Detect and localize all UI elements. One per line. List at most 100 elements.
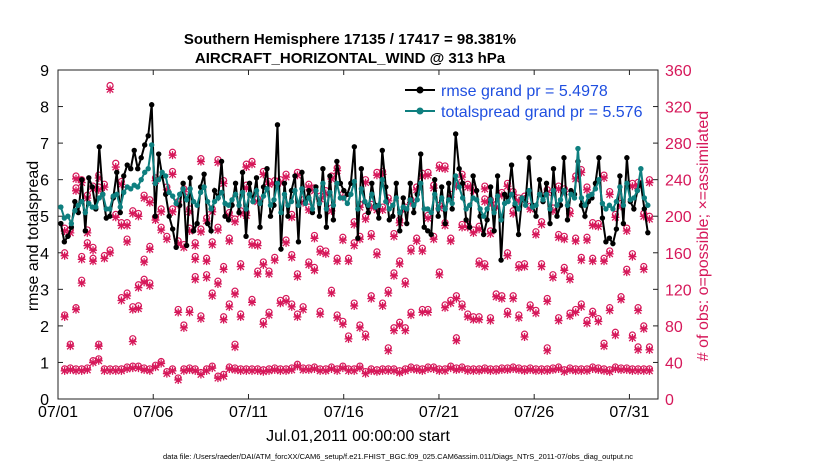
obs-assimilated-marker — [520, 333, 529, 342]
rmse-point — [114, 169, 120, 176]
obs-assimilated-marker — [497, 365, 506, 374]
obs-assimilated-marker — [582, 319, 591, 328]
y-left-tick-label: 5 — [40, 209, 49, 226]
rmse-point — [341, 187, 347, 194]
obs-assimilated-marker — [248, 160, 257, 169]
obs-assimilated-marker — [350, 241, 359, 250]
x-tick-label: 07/31 — [609, 404, 649, 421]
rmse-point — [480, 231, 487, 238]
obs-assimilated-marker — [588, 221, 597, 230]
obs-assimilated-marker — [577, 366, 586, 375]
rmse-point — [526, 155, 532, 161]
totalspread-point — [145, 166, 151, 172]
rmse-point — [274, 122, 281, 128]
obs-assimilated-marker — [60, 227, 69, 236]
obs-assimilated-marker — [634, 345, 643, 354]
rmse-point — [610, 240, 616, 247]
obs-assimilated-marker — [372, 171, 381, 180]
obs-assimilated-marker — [310, 234, 319, 243]
obs-assimilated-marker — [196, 370, 205, 379]
totalspread-point — [229, 197, 235, 203]
obs-assimilated-marker — [299, 365, 308, 374]
obs-assimilated-marker — [395, 321, 404, 330]
totalspread-point — [617, 184, 623, 190]
obs-assimilated-marker — [151, 363, 160, 372]
obs-assimilated-marker — [401, 326, 410, 335]
totalspread-point — [176, 191, 183, 197]
rmse-point — [330, 217, 337, 223]
totalspread-point — [162, 173, 169, 179]
obs-assimilated-marker — [242, 163, 251, 172]
totalspread-point — [641, 195, 648, 201]
obs-assimilated-marker — [548, 273, 557, 282]
obs-assimilated-marker — [276, 299, 285, 308]
rmse-point — [218, 158, 225, 165]
obs-assimilated-marker — [617, 365, 626, 374]
obs-assimilated-marker — [372, 367, 381, 376]
totalspread-point — [365, 202, 372, 208]
totalspread-point — [515, 206, 522, 212]
rmse-point — [494, 173, 501, 179]
obs-assimilated-marker — [628, 333, 637, 342]
x-tick-label: 07/26 — [514, 404, 554, 421]
obs-assimilated-marker — [77, 255, 86, 264]
obs-assimilated-marker — [248, 366, 257, 375]
obs-assimilated-marker — [282, 173, 291, 182]
totalspread-point — [58, 204, 64, 210]
totalspread-point — [432, 191, 438, 197]
obs-assimilated-marker — [208, 291, 217, 300]
obs-assimilated-marker — [157, 226, 166, 235]
totalspread-point — [264, 186, 270, 192]
rmse-point — [428, 231, 434, 238]
totalspread-point — [114, 191, 120, 197]
rmse-point — [190, 228, 197, 234]
y-right-tick-label: 200 — [665, 209, 692, 226]
obs-assimilated-marker — [72, 186, 81, 195]
totalspread-point — [215, 195, 221, 201]
obs-assimilated-marker — [514, 263, 523, 272]
obs-assimilated-marker — [321, 249, 330, 258]
obs-assimilated-marker — [293, 272, 302, 281]
y-right-tick-label: 160 — [665, 246, 692, 263]
obs-assimilated-marker — [418, 247, 427, 256]
rmse-point — [239, 169, 246, 176]
totalspread-point — [397, 209, 403, 216]
totalspread-point — [533, 202, 539, 208]
obs-assimilated-marker — [208, 240, 217, 249]
obs-assimilated-marker — [418, 308, 427, 317]
obs-assimilated-marker — [134, 304, 143, 313]
obs-assimilated-marker — [594, 317, 603, 326]
totalspread-point — [466, 202, 473, 208]
obs-assimilated-marker — [537, 262, 546, 271]
obs-assimilated-marker — [316, 248, 325, 257]
totalspread-point — [82, 209, 89, 216]
obs-assimilated-marker — [106, 366, 115, 375]
totalspread-point — [554, 202, 560, 208]
totalspread-point — [358, 186, 365, 192]
x-tick-label: 07/01 — [38, 404, 78, 421]
totalspread-point — [68, 220, 75, 227]
obs-assimilated-marker — [327, 174, 336, 183]
obs-assimilated-marker — [248, 298, 257, 307]
obs-assimilated-marker — [225, 237, 234, 246]
obs-assimilated-marker — [282, 238, 291, 247]
rmse-point — [564, 217, 571, 223]
totalspread-point — [218, 189, 225, 196]
obs-assimilated-marker — [406, 365, 415, 374]
obs-assimilated-marker — [185, 365, 194, 374]
totalspread-point — [292, 187, 298, 194]
totalspread-point — [452, 173, 459, 179]
obs-assimilated-marker — [395, 259, 404, 268]
obs-assimilated-marker — [480, 197, 489, 206]
obs-assimilated-marker — [475, 315, 484, 324]
totalspread-point — [599, 200, 606, 207]
obs-assimilated-marker — [333, 366, 342, 375]
obs-assimilated-marker — [634, 366, 643, 375]
y-right-tick-label: 360 — [665, 63, 692, 80]
obs-assimilated-marker — [406, 311, 415, 320]
obs-assimilated-marker — [458, 302, 467, 311]
rmse-point — [96, 144, 102, 150]
rmse-point — [183, 242, 190, 249]
x-tick-label: 07/06 — [133, 404, 173, 421]
